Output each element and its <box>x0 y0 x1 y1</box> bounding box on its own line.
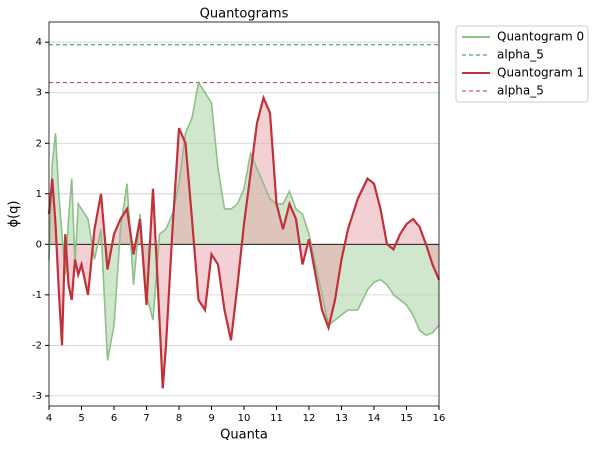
legend-label: Quantogram 0 <box>497 30 584 44</box>
y-tick-label: -3 <box>32 391 42 402</box>
area-fill <box>49 97 439 389</box>
x-tick-label: 12 <box>303 413 316 424</box>
series-line <box>47 94 441 389</box>
y-tick-label: -2 <box>32 340 42 351</box>
y-tick-label: 2 <box>36 138 42 149</box>
x-tick-label: 15 <box>400 413 413 424</box>
legend-label: Quantogram 1 <box>497 66 584 80</box>
x-tick-label: 5 <box>78 413 84 424</box>
y-tick-label: 4 <box>36 37 42 48</box>
y-tick-label: 0 <box>36 239 42 250</box>
series-line <box>48 80 440 361</box>
x-tick-label: 6 <box>111 413 117 424</box>
y-tick-label: 3 <box>36 88 42 99</box>
x-tick-label: 7 <box>143 413 149 424</box>
x-tick-label: 10 <box>238 413 251 424</box>
x-tick-label: 16 <box>433 413 446 424</box>
x-tick-label: 11 <box>270 413 283 424</box>
x-tick-label: 9 <box>208 413 214 424</box>
legend-label: alpha_5 <box>497 84 544 98</box>
y-axis-label: ϕ(q) <box>7 201 22 228</box>
x-tick-label: 13 <box>335 413 348 424</box>
legend: Quantogram 0 alpha_5 Quantogram 1 alpha_5 <box>455 25 589 103</box>
plot-frame <box>48 21 440 407</box>
legend-label: alpha_5 <box>497 48 544 62</box>
x-tick-label: 8 <box>176 413 182 424</box>
y-tick-label: -1 <box>32 290 42 301</box>
y-tick-label: 1 <box>36 189 42 200</box>
x-tick-label: 14 <box>368 413 381 424</box>
x-tick-label: 4 <box>46 413 52 424</box>
chart-title: Quantograms <box>200 7 289 22</box>
legend-box <box>455 25 589 103</box>
x-axis-label: Quanta <box>220 428 268 443</box>
